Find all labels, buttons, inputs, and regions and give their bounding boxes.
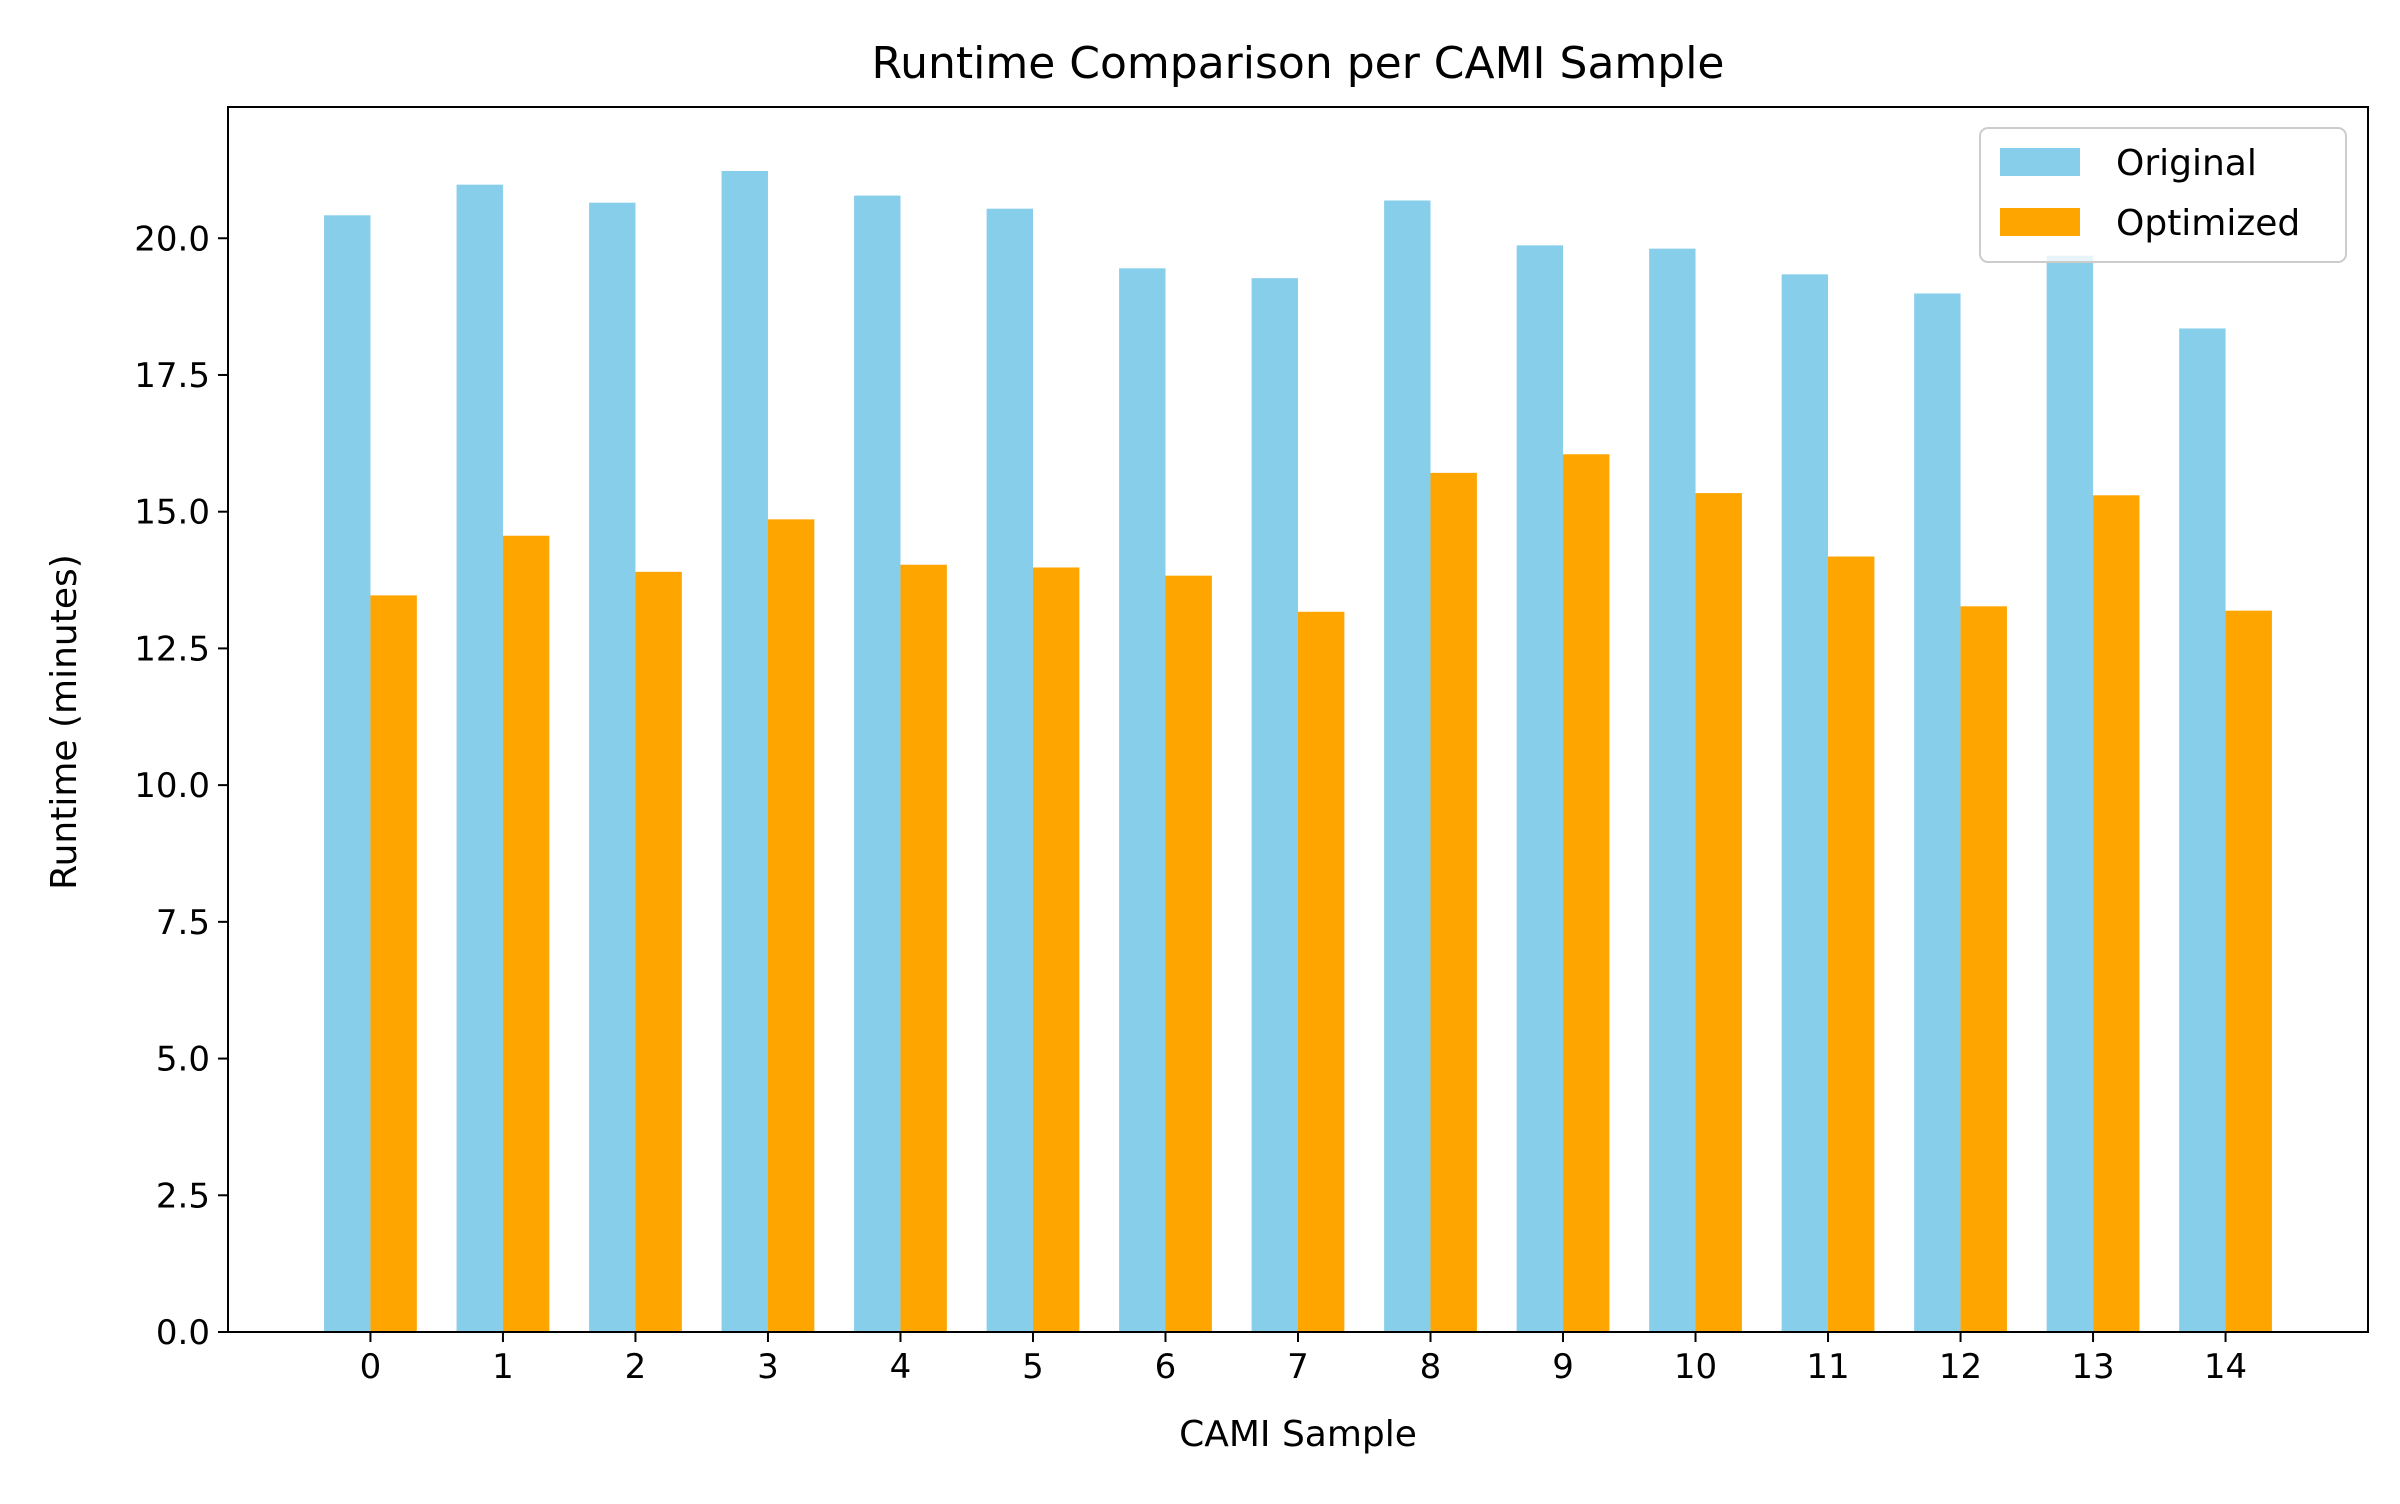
bar-optimized-11 bbox=[1828, 556, 1875, 1332]
bar-optimized-10 bbox=[1695, 493, 1742, 1333]
bar-original-5 bbox=[986, 208, 1033, 1333]
bar-original-2 bbox=[589, 202, 636, 1333]
bar-optimized-0 bbox=[370, 595, 417, 1332]
y-axis-label: Runtime (minutes) bbox=[44, 554, 85, 890]
bar-original-1 bbox=[456, 184, 503, 1332]
x-tick-label: 1 bbox=[492, 1347, 514, 1387]
x-axis-label: CAMI Sample bbox=[1179, 1414, 1417, 1455]
bar-original-3 bbox=[721, 170, 768, 1333]
y-tick-label: 2.5 bbox=[156, 1176, 210, 1216]
bar-optimized-3 bbox=[767, 519, 815, 1332]
legend: Original Optimized bbox=[1979, 127, 2347, 263]
bar-optimized-13 bbox=[2093, 495, 2140, 1332]
bar-optimized-2 bbox=[635, 571, 682, 1332]
x-tick-label: 2 bbox=[625, 1347, 647, 1387]
bar-optimized-5 bbox=[1032, 567, 1080, 1332]
bar-optimized-4 bbox=[900, 564, 947, 1332]
bars bbox=[324, 170, 2272, 1333]
legend-swatch-optimized bbox=[2000, 208, 2080, 236]
bar-optimized-6 bbox=[1165, 575, 1212, 1332]
bar-optimized-12 bbox=[1960, 606, 2007, 1332]
bar-original-0 bbox=[324, 215, 371, 1332]
bar-optimized-9 bbox=[1563, 454, 1610, 1332]
x-tick-label: 13 bbox=[2071, 1347, 2114, 1387]
x-tick-label: 12 bbox=[1939, 1347, 1982, 1387]
bar-original-14 bbox=[2179, 328, 2226, 1333]
bar-optimized-8 bbox=[1430, 472, 1477, 1332]
bar-original-8 bbox=[1384, 200, 1431, 1332]
y-tick-label: 17.5 bbox=[134, 356, 210, 396]
x-tick-label: 10 bbox=[1674, 1347, 1717, 1387]
y-tick-label: 10.0 bbox=[134, 766, 210, 806]
bar-original-4 bbox=[854, 195, 901, 1333]
legend-swatch-original bbox=[2000, 148, 2080, 176]
bar-original-7 bbox=[1251, 278, 1298, 1332]
bar-original-6 bbox=[1119, 268, 1166, 1333]
x-tick-label: 8 bbox=[1420, 1347, 1442, 1387]
y-tick-label: 20.0 bbox=[134, 219, 210, 259]
legend-label-original: Original bbox=[2116, 143, 2257, 184]
x-tick-label: 5 bbox=[1022, 1347, 1044, 1387]
x-tick-label: 11 bbox=[1806, 1347, 1849, 1387]
legend-label-optimized: Optimized bbox=[2116, 203, 2300, 244]
bar-original-12 bbox=[1914, 293, 1961, 1333]
chart-title: Runtime Comparison per CAMI Sample bbox=[872, 38, 1725, 89]
x-tick-label: 4 bbox=[890, 1347, 912, 1387]
x-axis-ticks: 0 1 2 3 4 5 6 7 8 9 10 11 12 13 14 bbox=[360, 1332, 2247, 1387]
bar-original-13 bbox=[2046, 255, 2094, 1332]
x-tick-label: 3 bbox=[757, 1347, 779, 1387]
bar-optimized-1 bbox=[502, 535, 550, 1332]
x-tick-label: 14 bbox=[2204, 1347, 2247, 1387]
x-tick-label: 7 bbox=[1287, 1347, 1309, 1387]
plot-area-frame bbox=[227, 106, 2369, 1333]
y-tick-label: 15.0 bbox=[134, 493, 210, 533]
x-tick-label: 6 bbox=[1155, 1347, 1177, 1387]
y-axis-ticks: 0.0 2.5 5.0 7.5 10.0 12.5 15.0 17.5 20.0 bbox=[134, 219, 228, 1353]
bar-original-11 bbox=[1781, 274, 1829, 1333]
y-tick-label: 7.5 bbox=[156, 903, 210, 943]
bar-optimized-14 bbox=[2225, 610, 2272, 1332]
x-tick-label: 0 bbox=[360, 1347, 382, 1387]
y-tick-label: 12.5 bbox=[134, 629, 210, 669]
bar-original-10 bbox=[1649, 248, 1696, 1332]
y-tick-label: 5.0 bbox=[156, 1040, 210, 1080]
x-tick-label: 9 bbox=[1552, 1347, 1574, 1387]
bar-optimized-7 bbox=[1298, 611, 1345, 1332]
y-tick-label: 0.0 bbox=[156, 1313, 210, 1353]
bar-original-9 bbox=[1516, 245, 1564, 1333]
